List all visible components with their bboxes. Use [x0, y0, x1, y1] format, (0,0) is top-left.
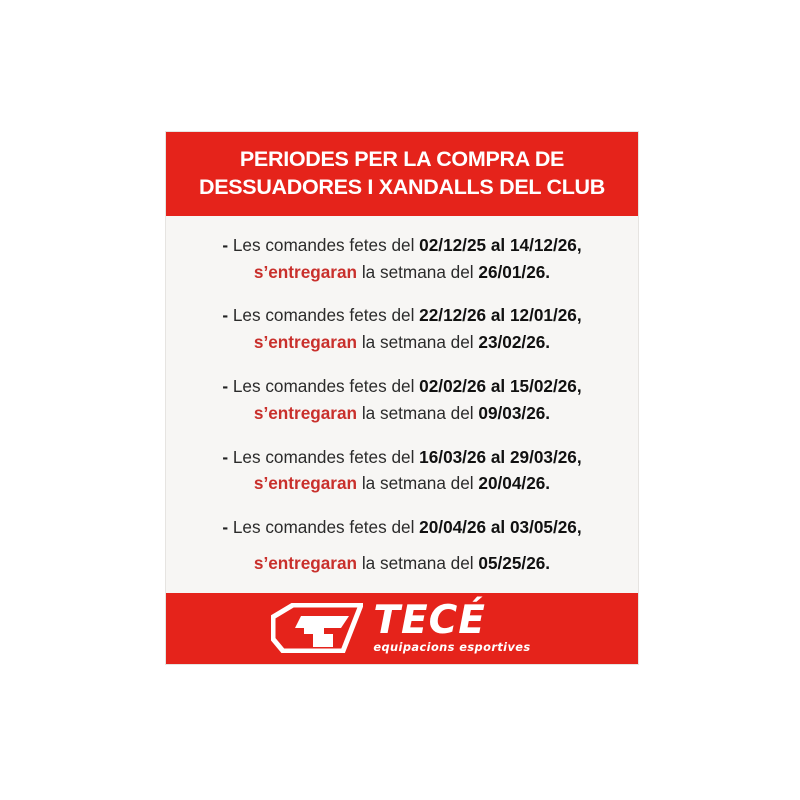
period-lead-text: Les comandes fetes del — [228, 375, 420, 396]
period-delivery-mid: la setmana del — [357, 552, 479, 573]
list-item: - Les comandes fetes del 02/02/26 al 15/… — [184, 374, 620, 427]
period-delivery-date: 05/25/26. — [478, 552, 551, 573]
period-lead-text: Les comandes fetes del — [228, 446, 420, 467]
period-order-range: 02/12/25 al 14/12/26, — [419, 234, 582, 255]
periods-list: - Les comandes fetes del 02/12/25 al 14/… — [166, 215, 638, 593]
tece-wordmark: TECÉ — [373, 598, 486, 644]
period-delivery-line: s’entregaran la setmana del 26/01/26. — [184, 260, 620, 286]
period-delivery-line: s’entregaran la setmana del 23/02/26. — [184, 330, 620, 356]
tece-logo: TECÉ equipacions esportives — [271, 598, 532, 654]
period-delivery-line: s’entregaran la setmana del 09/03/26. — [184, 401, 620, 427]
list-item: - Les comandes fetes del 22/12/26 al 12/… — [184, 303, 620, 356]
period-order-line: - Les comandes fetes del 16/03/26 al 29/… — [184, 445, 620, 471]
period-delivery-keyword: s’entregaran — [253, 402, 358, 423]
period-delivery-line: s’entregaran la setmana del 20/04/26. — [184, 471, 620, 497]
period-delivery-date: 23/02/26. — [478, 332, 551, 353]
period-delivery-mid: la setmana del — [357, 402, 479, 423]
period-delivery-date: 09/03/26. — [478, 402, 551, 423]
period-order-range: 02/02/26 al 15/02/26, — [419, 375, 582, 396]
period-delivery-keyword: s’entregaran — [253, 332, 358, 353]
list-item: - Les comandes fetes del 02/12/25 al 14/… — [184, 233, 620, 286]
period-delivery-mid: la setmana del — [357, 332, 479, 353]
list-item: - Les comandes fetes del 16/03/26 al 29/… — [184, 445, 620, 498]
tece-hexagon-g-icon — [271, 602, 364, 653]
bullet-dash: - — [222, 375, 229, 396]
period-delivery-keyword: s’entregaran — [253, 473, 358, 494]
bullet-dash: - — [222, 517, 229, 538]
poster-card: PERIODES PER LA COMPRA DE DESSUADORES I … — [165, 131, 639, 665]
period-order-range: 20/04/26 al 03/05/26, — [419, 517, 582, 538]
period-delivery-date: 26/01/26. — [478, 261, 551, 282]
bullet-dash: - — [222, 305, 229, 326]
period-lead-text: Les comandes fetes del — [228, 234, 420, 255]
list-item: - Les comandes fetes del 20/04/26 al 03/… — [184, 515, 620, 577]
period-order-line: - Les comandes fetes del 02/12/25 al 14/… — [184, 233, 620, 259]
period-order-line: - Les comandes fetes del 20/04/26 al 03/… — [184, 515, 620, 541]
tece-tagline: equipacions esportives — [373, 639, 531, 654]
poster-footer-band: TECÉ equipacions esportives — [166, 593, 638, 664]
period-lead-text: Les comandes fetes del — [228, 305, 420, 326]
period-lead-text: Les comandes fetes del — [228, 517, 420, 538]
bullet-dash: - — [222, 446, 229, 467]
period-order-line: - Les comandes fetes del 22/12/26 al 12/… — [184, 303, 620, 329]
bullet-dash: - — [222, 234, 229, 255]
poster-title-line-2: DESSUADORES I XANDALLS DEL CLUB — [198, 175, 605, 200]
period-delivery-date: 20/04/26. — [478, 473, 551, 494]
period-delivery-line: s’entregaran la setmana del 05/25/26. — [184, 551, 620, 577]
poster-header-band: PERIODES PER LA COMPRA DE DESSUADORES I … — [166, 132, 638, 216]
period-delivery-keyword: s’entregaran — [253, 261, 358, 282]
tece-logo-text: TECÉ equipacions esportives — [373, 598, 532, 654]
period-order-range: 16/03/26 al 29/03/26, — [419, 446, 582, 467]
poster-title-line-1: PERIODES PER LA COMPRA DE — [239, 147, 565, 171]
period-order-line: - Les comandes fetes del 02/02/26 al 15/… — [184, 374, 620, 400]
period-delivery-mid: la setmana del — [357, 261, 479, 282]
period-delivery-keyword: s’entregaran — [253, 552, 358, 573]
period-delivery-mid: la setmana del — [357, 473, 479, 494]
period-order-range: 22/12/26 al 12/01/26, — [419, 305, 582, 326]
